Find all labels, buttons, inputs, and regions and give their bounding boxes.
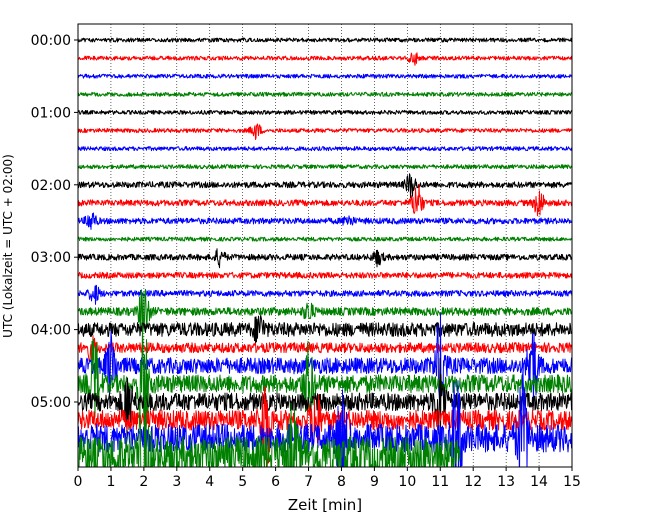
trace-line — [78, 109, 572, 115]
trace-line — [78, 146, 572, 152]
x-tick-label: 14 — [530, 474, 548, 490]
trace-line — [78, 335, 572, 363]
trace-layer — [78, 37, 572, 467]
x-tick-label: 8 — [337, 474, 346, 490]
trace-line — [78, 173, 572, 199]
trace-line — [78, 236, 572, 242]
trace-line — [78, 73, 572, 79]
trace-line — [78, 288, 572, 336]
x-tick-label: 7 — [304, 474, 313, 490]
y-tick-label: 00:00 — [31, 33, 71, 49]
x-tick-label: 4 — [205, 474, 214, 490]
y-tick-label: 05:00 — [31, 395, 71, 411]
trace-line — [78, 315, 572, 344]
trace-line — [78, 284, 572, 305]
x-tick-label: 5 — [238, 474, 247, 490]
trace-line — [78, 37, 572, 43]
x-tick-label: 13 — [497, 474, 515, 490]
trace-line — [78, 212, 572, 230]
x-axis-ticks: 0 1 2 3 4 5 6 7 8 9 10 11 12 13 14 15 — [74, 467, 581, 490]
y-tick-label: 02:00 — [31, 178, 71, 194]
trace-line — [78, 313, 572, 407]
trace-line — [78, 123, 572, 140]
trace-line — [78, 370, 572, 467]
x-tick-label: 3 — [172, 474, 181, 490]
x-tick-label: 12 — [464, 474, 482, 490]
x-axis-label: Zeit [min] — [288, 496, 362, 514]
trace-line — [78, 52, 572, 66]
x-tick-label: 2 — [139, 474, 148, 490]
x-tick-label: 6 — [271, 474, 280, 490]
x-tick-label: 10 — [398, 474, 416, 490]
trace-line — [78, 329, 572, 424]
y-axis-ticks: 00:00 01:00 02:00 03:00 04:00 05:00 — [31, 33, 78, 411]
x-tick-label: 9 — [370, 474, 379, 490]
trace-line — [78, 271, 572, 279]
y-axis-label: UTC (Lokalzeit = UTC + 02:00) — [1, 154, 15, 338]
y-tick-label: 01:00 — [31, 105, 71, 121]
trace-line — [78, 392, 461, 467]
trace-line — [78, 357, 572, 441]
y-tick-label: 04:00 — [31, 323, 71, 339]
x-tick-label: 11 — [431, 474, 449, 490]
x-tick-label: 1 — [106, 474, 115, 490]
plot-frame — [77, 23, 573, 468]
trace-line — [78, 91, 572, 97]
trace-line — [78, 164, 572, 170]
y-tick-label: 03:00 — [31, 250, 71, 266]
x-tick-label: 0 — [74, 474, 83, 490]
trace-line — [78, 248, 572, 269]
trace-line — [78, 183, 572, 217]
x-tick-label: 15 — [563, 474, 581, 490]
trace-line — [78, 386, 572, 467]
